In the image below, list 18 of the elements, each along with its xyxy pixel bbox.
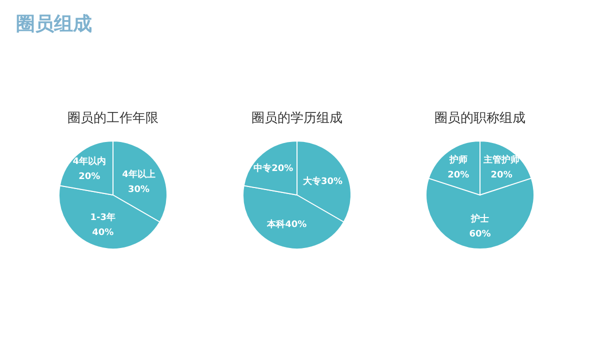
- data-label: 30%: [128, 185, 150, 196]
- chart-title: 圈员的学历组成: [252, 111, 342, 126]
- data-label: 20%: [490, 170, 512, 180]
- slice-label: 1-3年: [90, 212, 116, 223]
- slice-label: 护士: [470, 214, 489, 225]
- chart-title: 圈员的工作年限: [68, 111, 158, 126]
- slice-label: 4年以上: [122, 169, 156, 180]
- chart-title: 圈员的职称组成: [434, 111, 526, 126]
- slice-label: 4年以内: [72, 156, 106, 167]
- slice-label: 护师: [448, 154, 468, 166]
- data-label: 20%: [448, 170, 470, 180]
- slice-label: 大专30%: [302, 176, 342, 188]
- slice-label: 本科40%: [266, 218, 307, 230]
- data-label: 20%: [78, 172, 100, 182]
- data-label: 40%: [92, 228, 114, 238]
- text: 圈员组成: [16, 13, 92, 35]
- data-label: 60%: [469, 230, 491, 240]
- slice-label: 中专20%: [254, 162, 294, 174]
